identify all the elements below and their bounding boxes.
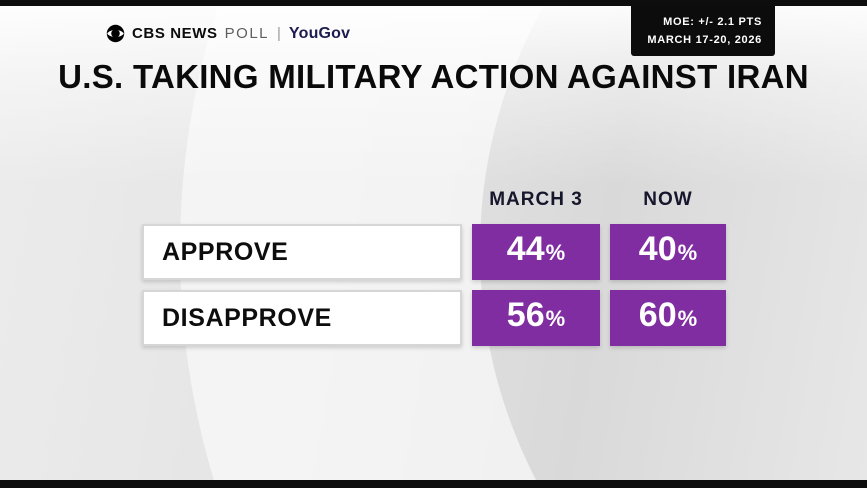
page-title: U.S. TAKING MILITARY ACTION AGAINST IRAN — [58, 58, 809, 95]
percent-sign: % — [545, 240, 566, 265]
value-disapprove-now: 60 % — [610, 290, 726, 346]
percent-sign: % — [677, 306, 698, 331]
value-number: 40 — [638, 230, 677, 268]
value-approve-march3: 44 % — [472, 224, 600, 280]
value-number: 44 — [506, 230, 545, 268]
percent-sign: % — [677, 240, 698, 265]
value-disapprove-march3: 56 % — [472, 290, 600, 346]
top-frame-bar — [0, 0, 867, 6]
bottom-frame-bar — [0, 480, 867, 488]
brand-cbs-news: CBS NEWS — [132, 25, 218, 42]
value-number: 60 — [638, 296, 677, 334]
value-approve-now: 40 % — [610, 224, 726, 280]
brand-lockup: CBS NEWS POLL | YouGov — [106, 24, 350, 43]
percent-sign: % — [545, 306, 566, 331]
moe-line: MOE: +/- 2.1 PTS — [663, 16, 762, 28]
poll-table: MARCH 3 NOW APPROVE 44 % 40 % DISAPPROVE… — [142, 186, 726, 346]
column-header-march3: MARCH 3 — [489, 189, 583, 210]
moe-box: MOE: +/- 2.1 PTS MARCH 17-20, 2026 — [631, 6, 775, 57]
row-label-approve: APPROVE — [142, 224, 462, 280]
value-number: 56 — [506, 296, 545, 334]
column-header-now: NOW — [643, 189, 693, 210]
brand-yougov: YouGov — [288, 24, 351, 42]
header-spacer — [142, 186, 462, 214]
cbs-eye-icon — [106, 24, 125, 43]
row-label-disapprove: DISAPPROVE — [142, 290, 462, 346]
field-dates-line: MARCH 17-20, 2026 — [647, 33, 762, 46]
brand-divider: | — [277, 25, 281, 42]
brand-poll: POLL — [224, 25, 269, 42]
